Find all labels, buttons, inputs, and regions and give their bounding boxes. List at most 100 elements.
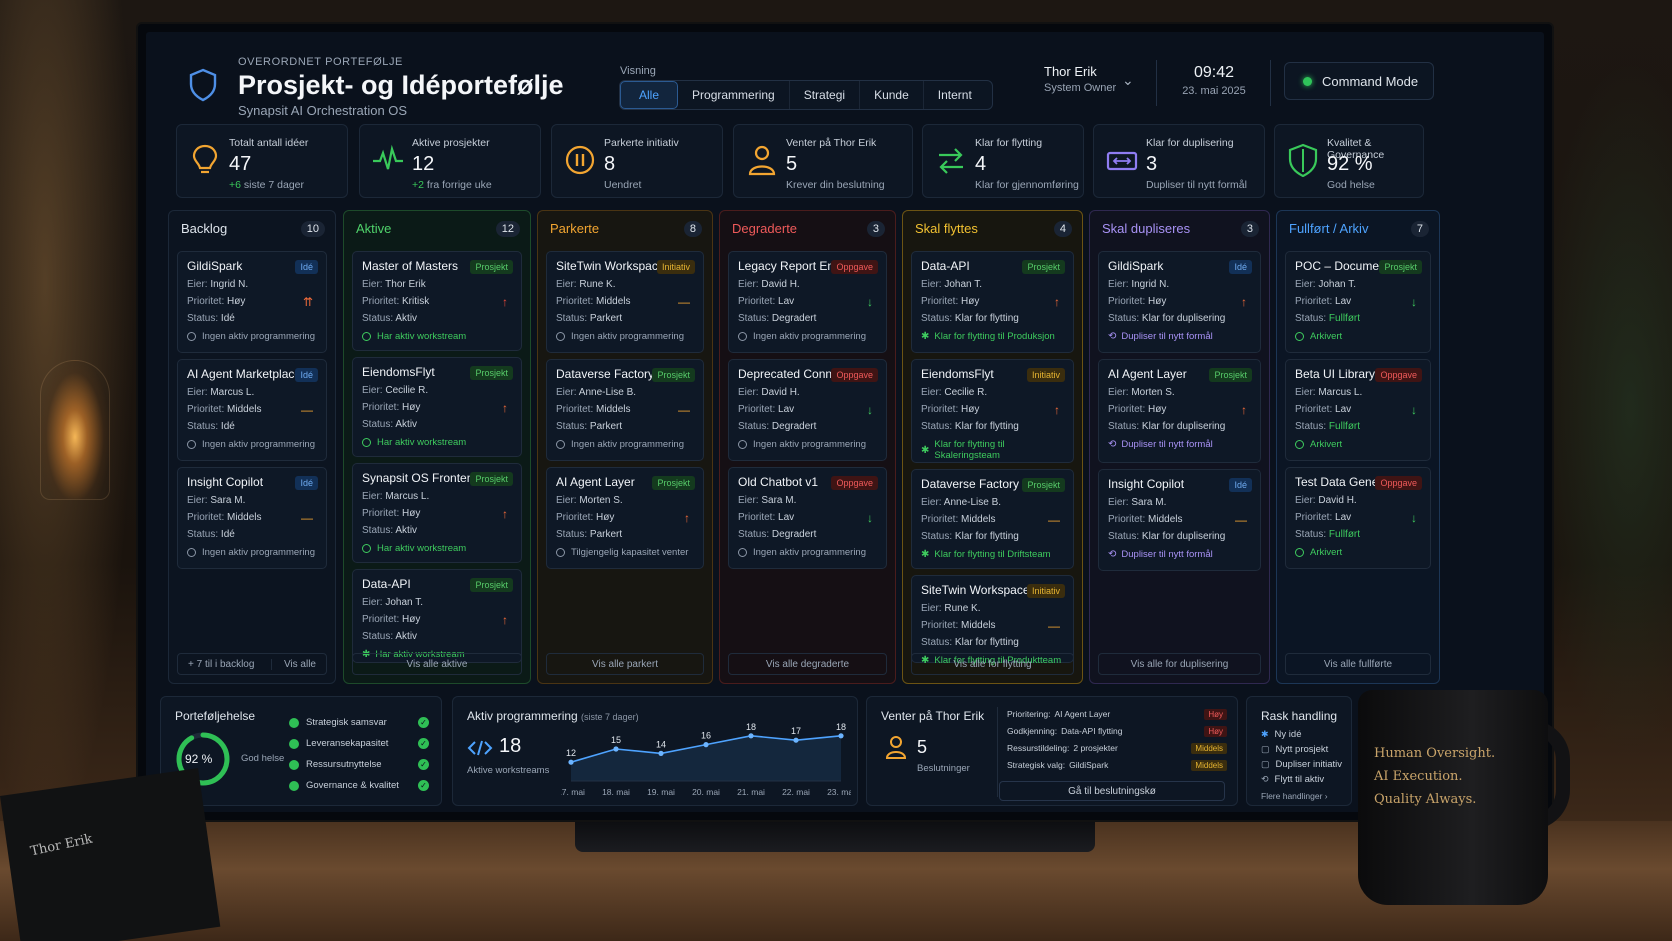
card-owner-row: Eier: David H. bbox=[738, 387, 877, 398]
card-status-label: Status: bbox=[1108, 531, 1140, 542]
column-title: Parkerte bbox=[550, 221, 600, 236]
view-all-button[interactable]: Vis alle parkert bbox=[546, 653, 704, 675]
quick-action[interactable]: ▢ Nytt prosjekt bbox=[1261, 744, 1328, 755]
monitor: OVERORDNET PORTEFØLJE Prosjekt- og Idépo… bbox=[136, 22, 1554, 822]
column-count: 8 bbox=[683, 221, 702, 237]
card-status-value: Idé bbox=[220, 529, 235, 540]
card-priority-row: Prioritet: Middels — bbox=[187, 511, 317, 525]
decision-item[interactable]: Ressurstildeling: 2 prosjekter Middels bbox=[1007, 743, 1227, 754]
priority-arrow-icon: ↓ bbox=[867, 295, 873, 309]
quick-action[interactable]: ✱ Ny idé bbox=[1261, 729, 1301, 740]
project-card[interactable]: Synapsit OS Frontend Prosjekt Eier: Marcus… bbox=[352, 463, 522, 563]
kpi-card[interactable]: Totalt antall idéer 47 +6 siste 7 dager bbox=[176, 124, 348, 198]
backlog-more[interactable]: + 7 til i backlog bbox=[188, 658, 255, 670]
card-owner-label: Eier: bbox=[1108, 497, 1129, 508]
kpi-value: 8 bbox=[604, 153, 616, 175]
card-owner-value: Marcus L. bbox=[385, 491, 430, 502]
card-priority-label: Prioritet: bbox=[738, 512, 776, 523]
project-card[interactable]: Insight Copilot Idé Eier: Sara M. Prioritet… bbox=[1098, 469, 1261, 571]
card-owner-value: Ingrid N. bbox=[210, 279, 249, 290]
tab-programmering[interactable]: Programmering bbox=[678, 81, 790, 109]
project-card[interactable]: GildiSpark Idé Eier: Ingrid N. Prioritet: H… bbox=[177, 251, 327, 353]
view-tabs: Alle Programmering Strategi Kunde Internt bbox=[619, 80, 993, 110]
card-status-value: Aktiv bbox=[395, 419, 418, 430]
gear-icon: ✱ bbox=[921, 331, 930, 342]
card-status-value: Klar for flytting bbox=[954, 313, 1019, 324]
kpi-value: 3 bbox=[1146, 153, 1158, 175]
health-item-label: Strategisk samsvar bbox=[306, 717, 387, 728]
card-priority-row: Prioritet: Lav ↓ bbox=[1295, 295, 1421, 309]
card-owner-value: Morten S. bbox=[1131, 387, 1175, 398]
project-card[interactable]: POC – Document AI Prosjekt Eier: Johan T. P… bbox=[1285, 251, 1431, 353]
kpi-card[interactable]: Klar for duplisering 3 Dupliser til nytt f… bbox=[1093, 124, 1265, 198]
decision-item[interactable]: Prioritering: AI Agent Layer Høy bbox=[1007, 709, 1227, 720]
project-card[interactable]: GildiSpark Idé Eier: Ingrid N. Prioritet: H… bbox=[1098, 251, 1261, 353]
kpi-card[interactable]: Kvalitet & Governance 92 % God helse bbox=[1274, 124, 1424, 198]
project-card[interactable]: SiteTwin Workspace Initiativ Eier: Rune K.… bbox=[546, 251, 704, 353]
project-card[interactable]: Data-API Prosjekt Eier: Johan T. Prioritet:… bbox=[911, 251, 1074, 353]
project-card[interactable]: Data-API Prosjekt Eier: Johan T. Prioritet:… bbox=[352, 569, 522, 663]
decision-label: Godkjenning: bbox=[1007, 726, 1058, 736]
view-all-button[interactable]: Vis alle degraderte bbox=[728, 653, 887, 675]
card-status-label: Status: bbox=[921, 313, 953, 324]
column-title: Fullført / Arkiv bbox=[1289, 221, 1369, 236]
project-card[interactable]: Beta UI Library Oppgave Eier: Marcus L. Pri… bbox=[1285, 359, 1431, 461]
quick-action[interactable]: ▢ Dupliser initiativ bbox=[1261, 759, 1342, 770]
decision-queue-button[interactable]: Gå til beslutningskø bbox=[999, 781, 1225, 801]
project-card[interactable]: EiendomsFlyt Prosjekt Eier: Cecilie R. Prio… bbox=[352, 357, 522, 457]
quick-action[interactable]: ⟲ Flytt til aktiv bbox=[1261, 774, 1324, 785]
kpi-label: Aktive prosjekter bbox=[412, 137, 490, 149]
project-card[interactable]: AI Agent Layer Prosjekt Eier: Morten S. Pri… bbox=[1098, 359, 1261, 463]
card-owner-label: Eier: bbox=[1108, 387, 1129, 398]
tab-alle[interactable]: Alle bbox=[620, 81, 679, 109]
tab-strategi[interactable]: Strategi bbox=[790, 81, 861, 109]
view-all-button[interactable]: Vis alle for flytting bbox=[911, 653, 1074, 675]
project-card[interactable]: Deprecated Connector Oppgave Eier: David H… bbox=[728, 359, 887, 461]
card-footer-text: Dupliser til nytt formål bbox=[1121, 439, 1213, 450]
card-owner-label: Eier: bbox=[738, 387, 759, 398]
check-circle-icon bbox=[362, 438, 371, 447]
tab-kunde[interactable]: Kunde bbox=[860, 81, 924, 109]
activity-title-text: Aktiv programmering bbox=[467, 709, 578, 723]
project-card[interactable]: Old Chatbot v1 Oppgave Eier: Sara M. Priori… bbox=[728, 467, 887, 569]
column-skal-dupliseres: Skal dupliseres 3 GildiSpark Idé Eier: Ingri… bbox=[1089, 210, 1270, 684]
kpi-card[interactable]: Aktive prosjekter 12 +2 fra forrige uke bbox=[359, 124, 541, 198]
card-owner-value: Morten S. bbox=[579, 495, 623, 506]
decision-item[interactable]: Strategisk valg: GildiSpark Middels bbox=[1007, 760, 1227, 771]
project-card[interactable]: Legacy Report Engine Oppgave Eier: David H… bbox=[728, 251, 887, 353]
view-all-button[interactable]: Vis alle bbox=[270, 658, 316, 670]
priority-arrow-icon: ↑ bbox=[1241, 403, 1247, 417]
card-footer-text: Har aktiv workstream bbox=[377, 543, 467, 554]
data-label: 12 bbox=[566, 748, 576, 758]
card-status-row: Status: Degradert bbox=[738, 529, 877, 540]
decision-item[interactable]: Godkjenning: Data-API flytting Høy bbox=[1007, 726, 1227, 737]
project-card[interactable]: Dataverse Factory Prosjekt Eier: Anne-Lise… bbox=[546, 359, 704, 461]
view-all-button[interactable]: Vis alle aktive bbox=[352, 653, 522, 675]
project-card[interactable]: Test Data Generator Oppgave Eier: David H.… bbox=[1285, 467, 1431, 569]
kpi-card[interactable]: Parkerte initiativ 8 Uendret bbox=[551, 124, 723, 198]
column-count: 10 bbox=[300, 221, 325, 237]
card-status-row: Status: Fullført bbox=[1295, 313, 1421, 324]
tab-internt[interactable]: Internt bbox=[937, 88, 972, 102]
user-menu[interactable]: Thor Erik System Owner bbox=[1044, 64, 1116, 94]
project-card[interactable]: Dataverse Factory Prosjekt Eier: Anne-Lise… bbox=[911, 469, 1074, 569]
card-title: Deprecated Connector bbox=[738, 367, 859, 381]
view-all-button[interactable]: Vis alle fullførte bbox=[1285, 653, 1431, 675]
decision-text: 2 prosjekter bbox=[1073, 743, 1118, 753]
project-card[interactable]: SiteTwin Workspace Initiativ Eier: Rune K.… bbox=[911, 575, 1074, 666]
command-mode-button[interactable]: Command Mode bbox=[1284, 62, 1434, 100]
chevron-down-icon[interactable]: ⌄ bbox=[1122, 72, 1134, 88]
more-actions-link[interactable]: Flere handlinger › bbox=[1261, 791, 1328, 801]
card-owner-label: Eier: bbox=[921, 279, 942, 290]
health-item-label: Ressursutnyttelse bbox=[306, 759, 382, 770]
project-card[interactable]: AI Agent Layer Prosjekt Eier: Morten S. Pri… bbox=[546, 467, 704, 569]
kpi-card[interactable]: Venter på Thor Erik 5 Krever din beslutnin… bbox=[733, 124, 913, 198]
view-all-button[interactable]: Vis alle for duplisering bbox=[1098, 653, 1261, 675]
card-priority-row: Prioritet: Høy ↑ bbox=[1108, 403, 1251, 417]
project-card[interactable]: EiendomsFlyt Initiativ Eier: Cecilie R. Pri… bbox=[911, 359, 1074, 463]
project-card[interactable]: Insight Copilot Idé Eier: Sara M. Prioritet… bbox=[177, 467, 327, 569]
project-card[interactable]: AI Agent Marketplace Idé Eier: Marcus L. Pr… bbox=[177, 359, 327, 461]
kpi-card[interactable]: Klar for flytting 4 Klar for gjennomføring bbox=[922, 124, 1084, 198]
project-card[interactable]: Master of Masters Prosjekt Eier: Thor Erik… bbox=[352, 251, 522, 351]
quick-action-label: Dupliser initiativ bbox=[1275, 759, 1343, 770]
